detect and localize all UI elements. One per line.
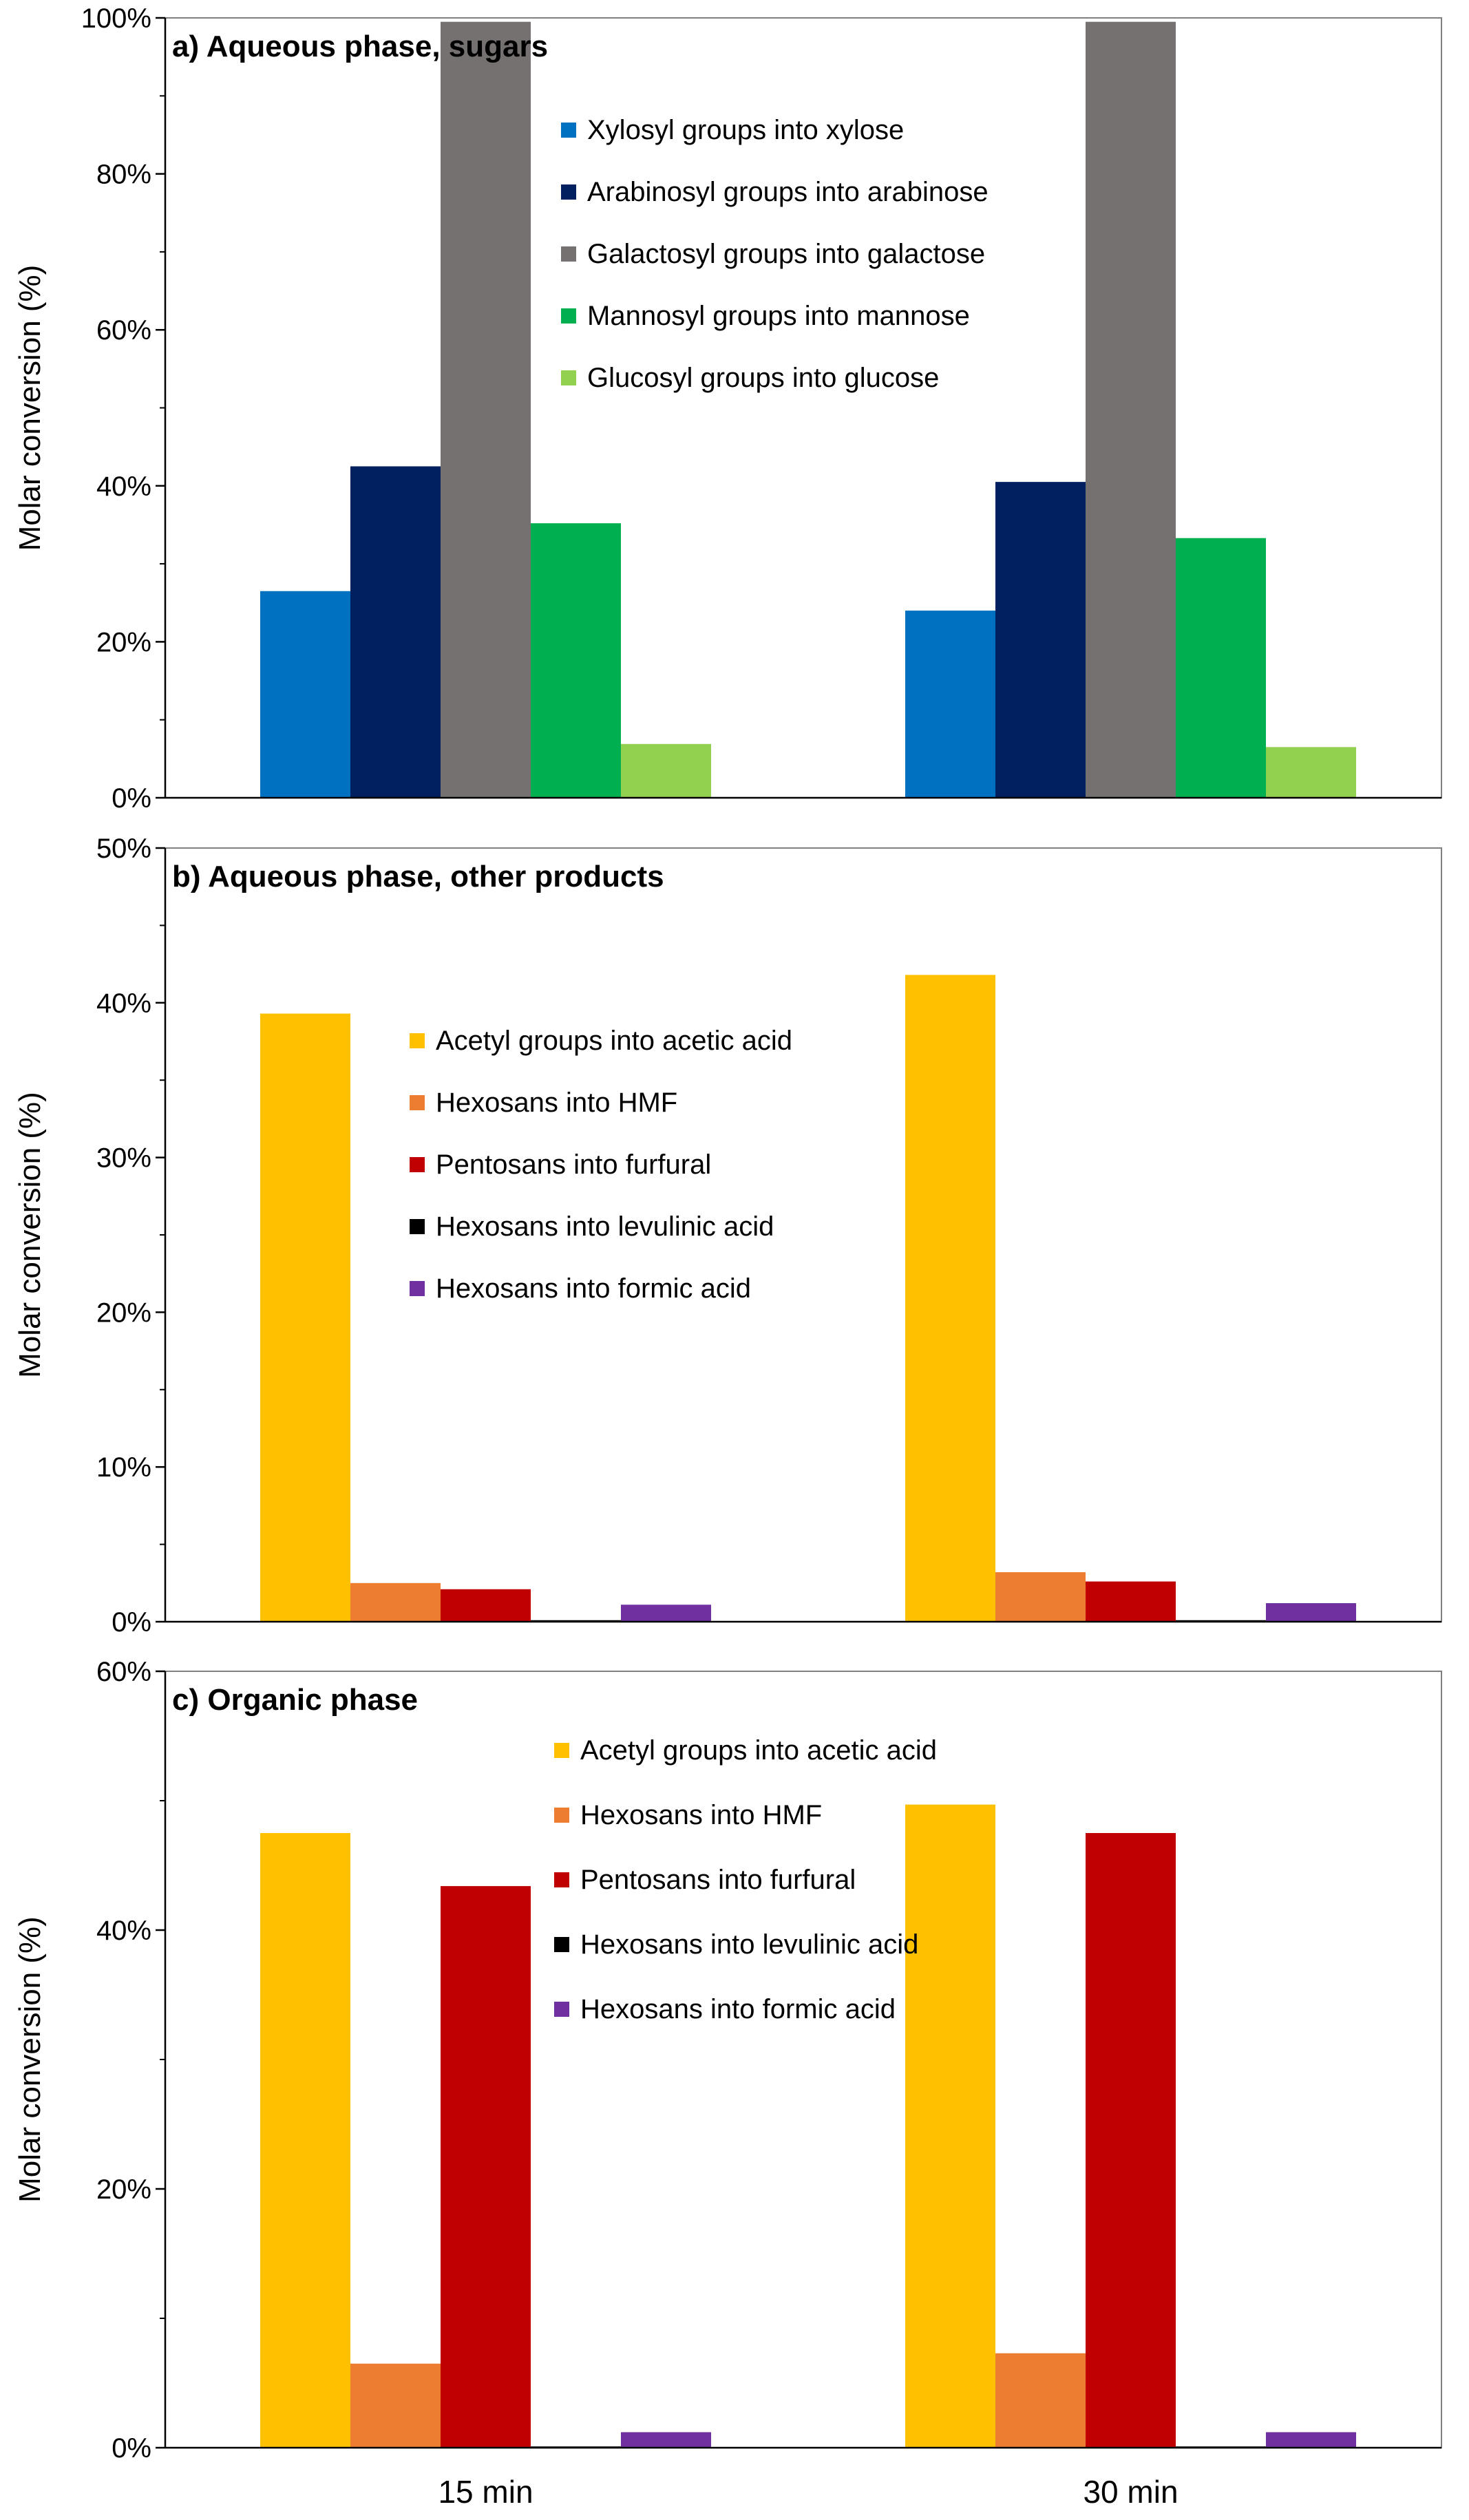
plot-frame	[165, 847, 1442, 1622]
y-tick-label: 40%	[96, 988, 151, 1019]
y-tick-label: 20%	[96, 2174, 151, 2205]
bar	[621, 743, 711, 798]
legend-label: Xylosyl groups into xylose	[587, 115, 904, 145]
chart-panel-1: 0% 20% 40% 60% 80% 100% Molar conversion (%) a)…	[13, 3, 1442, 814]
legend-label: Galactosyl groups into galactose	[587, 239, 985, 269]
bar	[260, 591, 350, 798]
legend-label: Glucosyl groups into glucose	[587, 363, 939, 393]
legend-label: Hexosans into HMF	[436, 1088, 677, 1118]
legend-swatch	[410, 1281, 425, 1296]
y-tick-label: 20%	[96, 627, 151, 657]
legend-label: Hexosans into levulinic acid	[436, 1211, 774, 1242]
bar	[1086, 1581, 1176, 1622]
legend-swatch	[554, 2002, 569, 2017]
y-axis-label: Molar conversion (%)	[13, 1916, 47, 2203]
bar	[995, 2353, 1086, 2448]
y-axis-label: Molar conversion (%)	[13, 1092, 47, 1378]
y-tick-label: 40%	[96, 472, 151, 502]
y-tick-label: 20%	[96, 1298, 151, 1328]
legend-label: Pentosans into furfural	[436, 1150, 711, 1180]
bar	[441, 21, 531, 798]
y-tick-label: 60%	[96, 1657, 151, 1687]
bar	[621, 2432, 711, 2448]
legend-swatch	[554, 1937, 569, 1952]
legend-label: Hexosans into formic acid	[580, 1994, 896, 2024]
legend-swatch	[561, 308, 576, 324]
y-tick-label: 0%	[112, 783, 151, 814]
y-tick-label: 40%	[96, 1916, 151, 1946]
bar	[441, 1589, 531, 1622]
y-tick-label: 10%	[96, 1452, 151, 1483]
bar	[1266, 747, 1356, 798]
bar	[531, 523, 621, 798]
bar	[1086, 1833, 1176, 2448]
y-tick-label: 50%	[96, 834, 151, 864]
legend-label: Mannosyl groups into mannose	[587, 301, 970, 331]
legend-label: Acetyl groups into acetic acid	[436, 1026, 792, 1056]
legend-swatch	[410, 1095, 425, 1110]
panel-title: b) Aqueous phase, other products	[172, 860, 664, 893]
legend-label: Hexosans into levulinic acid	[580, 1929, 918, 1960]
bar	[995, 1572, 1086, 1622]
bar	[441, 1886, 531, 2448]
bar	[1266, 1603, 1356, 1622]
legend-label: Acetyl groups into acetic acid	[580, 1735, 937, 1766]
legend-swatch	[561, 123, 576, 138]
legend-label: Arabinosyl groups into arabinose	[587, 177, 989, 207]
y-tick-label: 30%	[96, 1143, 151, 1174]
y-tick-label: 0%	[112, 2433, 151, 2464]
plot-frame	[165, 1671, 1442, 2448]
y-tick-label: 80%	[96, 160, 151, 190]
bar	[905, 975, 995, 1622]
legend-swatch	[561, 370, 576, 385]
legend-swatch	[410, 1219, 425, 1234]
bar	[350, 466, 441, 798]
bar	[260, 1833, 350, 2448]
panel-title: c) Organic phase	[172, 1683, 418, 1717]
legend-label: Hexosans into HMF	[580, 1800, 822, 1830]
legend-swatch	[561, 246, 576, 262]
bar	[621, 1605, 711, 1622]
bar	[905, 611, 995, 798]
chart-panel-2: 0% 10% 20% 30% 40% 50% Molar conversion (%) b) …	[13, 834, 1442, 1638]
bar	[350, 1582, 441, 1622]
bar	[260, 1013, 350, 1622]
legend-swatch	[410, 1157, 425, 1172]
x-category-label: 15 min	[438, 2474, 533, 2510]
bar	[350, 2363, 441, 2448]
legend-swatch	[554, 1808, 569, 1823]
bar	[905, 1804, 995, 2448]
x-category-label: 30 min	[1083, 2474, 1178, 2510]
y-tick-label: 100%	[81, 3, 151, 34]
legend-swatch	[561, 184, 576, 200]
bar	[1086, 21, 1176, 798]
legend-label: Hexosans into formic acid	[436, 1273, 751, 1304]
bar	[995, 482, 1086, 798]
y-axis-label: Molar conversion (%)	[13, 265, 47, 551]
legend-swatch	[410, 1033, 425, 1048]
legend-swatch	[554, 1872, 569, 1887]
legend-label: Pentosans into furfural	[580, 1865, 856, 1895]
bar	[1266, 2432, 1356, 2448]
panel-title: a) Aqueous phase, sugars	[172, 30, 548, 63]
bar	[1176, 538, 1266, 798]
y-tick-label: 60%	[96, 315, 151, 346]
legend-swatch	[554, 1743, 569, 1758]
y-tick-label: 0%	[112, 1607, 151, 1638]
chart-panel-3: 0% 20% 40% 60% Molar conversion (%) c) Organi…	[13, 1657, 1442, 2510]
